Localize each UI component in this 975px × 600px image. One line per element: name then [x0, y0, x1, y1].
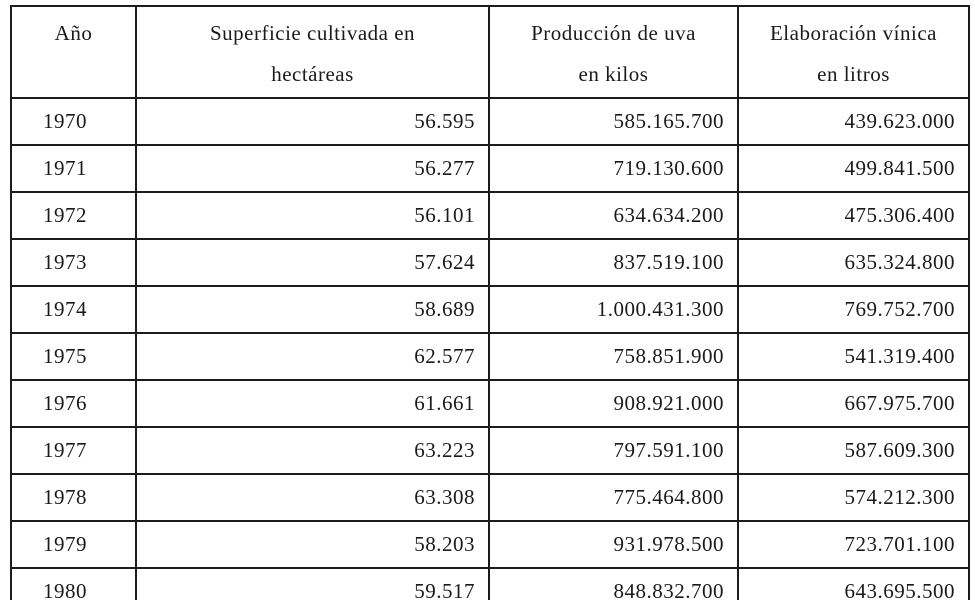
surface-cell: 58.203: [135, 520, 490, 569]
grapes-cell: 758.851.900: [488, 332, 739, 381]
wine-cell: 439.623.000: [737, 97, 970, 146]
header-wine-line1: Elaboración vínica: [769, 21, 937, 45]
table-row: 1978 63.308 775.464.800 574.212.300: [10, 473, 970, 522]
grapes-cell: 585.165.700: [488, 97, 739, 146]
surface-cell: 56.101: [135, 191, 490, 240]
year-cell: 1980: [10, 567, 137, 600]
header-row: Año Superficie cultivada en hectáreas Pr…: [10, 5, 970, 99]
year-cell: 1970: [10, 97, 137, 146]
year-cell: 1971: [10, 144, 137, 193]
surface-cell: 61.661: [135, 379, 490, 428]
year-cell: 1978: [10, 473, 137, 522]
wine-cell: 635.324.800: [737, 238, 970, 287]
table-row: 1973 57.624 837.519.100 635.324.800: [10, 238, 970, 287]
year-cell: 1977: [10, 426, 137, 475]
wine-cell: 475.306.400: [737, 191, 970, 240]
grapes-cell: 908.921.000: [488, 379, 739, 428]
header-surface-line1: Superficie cultivada en: [209, 21, 416, 45]
column-header-year: Año: [10, 5, 137, 99]
wine-cell: 541.319.400: [737, 332, 970, 381]
surface-cell: 62.577: [135, 332, 490, 381]
surface-cell: 58.689: [135, 285, 490, 334]
statistics-table: Año Superficie cultivada en hectáreas Pr…: [10, 5, 970, 600]
year-cell: 1976: [10, 379, 137, 428]
wine-cell: 499.841.500: [737, 144, 970, 193]
surface-cell: 57.624: [135, 238, 490, 287]
year-cell: 1972: [10, 191, 137, 240]
header-grapes-line2: en kilos: [578, 62, 649, 86]
grapes-cell: 848.832.700: [488, 567, 739, 600]
table-row: 1980 59.517 848.832.700 643.695.500: [10, 567, 970, 600]
grapes-cell: 1.000.431.300: [488, 285, 739, 334]
column-header-surface: Superficie cultivada en hectáreas: [135, 5, 490, 99]
wine-cell: 643.695.500: [737, 567, 970, 600]
grapes-cell: 797.591.100: [488, 426, 739, 475]
surface-cell: 56.595: [135, 97, 490, 146]
grapes-cell: 775.464.800: [488, 473, 739, 522]
year-cell: 1979: [10, 520, 137, 569]
year-cell: 1975: [10, 332, 137, 381]
header-surface-line2: hectáreas: [271, 62, 354, 86]
wine-cell: 723.701.100: [737, 520, 970, 569]
table-row: 1975 62.577 758.851.900 541.319.400: [10, 332, 970, 381]
table-row: 1976 61.661 908.921.000 667.975.700: [10, 379, 970, 428]
year-cell: 1973: [10, 238, 137, 287]
wine-cell: 574.212.300: [737, 473, 970, 522]
column-header-wine: Elaboración vínica en litros: [737, 5, 970, 99]
wine-cell: 587.609.300: [737, 426, 970, 475]
column-header-grapes: Producción de uva en kilos: [488, 5, 739, 99]
wine-cell: 667.975.700: [737, 379, 970, 428]
year-cell: 1974: [10, 285, 137, 334]
header-wine-line2: en litros: [817, 62, 890, 86]
table-row: 1974 58.689 1.000.431.300 769.752.700: [10, 285, 970, 334]
grapes-cell: 719.130.600: [488, 144, 739, 193]
grapes-cell: 931.978.500: [488, 520, 739, 569]
table-row: 1970 56.595 585.165.700 439.623.000: [10, 97, 970, 146]
surface-cell: 56.277: [135, 144, 490, 193]
surface-cell: 59.517: [135, 567, 490, 600]
grapes-cell: 634.634.200: [488, 191, 739, 240]
surface-cell: 63.223: [135, 426, 490, 475]
table-row: 1971 56.277 719.130.600 499.841.500: [10, 144, 970, 193]
table-row: 1977 63.223 797.591.100 587.609.300: [10, 426, 970, 475]
wine-cell: 769.752.700: [737, 285, 970, 334]
table-row: 1979 58.203 931.978.500 723.701.100: [10, 520, 970, 569]
header-grapes-line1: Producción de uva: [531, 21, 696, 45]
grapes-cell: 837.519.100: [488, 238, 739, 287]
surface-cell: 63.308: [135, 473, 490, 522]
header-year-line1: Año: [54, 21, 93, 45]
table-row: 1972 56.101 634.634.200 475.306.400: [10, 191, 970, 240]
